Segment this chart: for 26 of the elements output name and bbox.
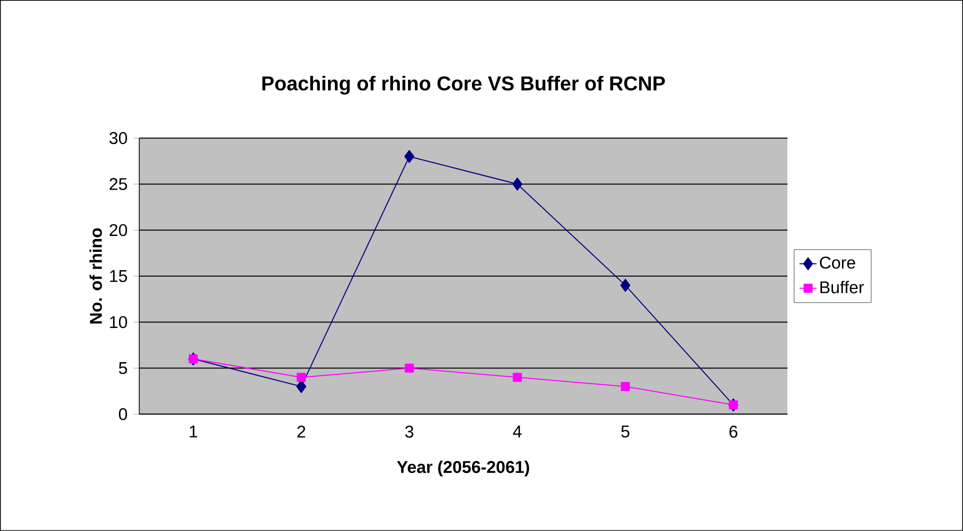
x-tick-label: 2 bbox=[297, 426, 306, 438]
point bbox=[404, 364, 414, 373]
y-tick-label: 30 bbox=[109, 132, 128, 144]
y-axis-title: No. of rhino bbox=[89, 228, 102, 324]
y-tick-label: 10 bbox=[110, 316, 128, 328]
y-tick-label: 0 bbox=[118, 408, 128, 420]
x-tick-label: 6 bbox=[730, 426, 738, 438]
x-tick-label: 3 bbox=[405, 426, 414, 438]
x-tick-label: 5 bbox=[621, 426, 630, 438]
legend-label: Buffer bbox=[820, 280, 864, 294]
x-tick-label: 1 bbox=[190, 426, 198, 438]
point bbox=[620, 278, 630, 292]
x-tick-label: 4 bbox=[513, 426, 522, 438]
chart-title: Poaching of rhino Core VS Buffer of RCNP bbox=[262, 76, 665, 95]
x-axis-title: Year (2056-2061) bbox=[396, 460, 530, 476]
point bbox=[620, 382, 630, 392]
y-tick-label: 25 bbox=[110, 178, 127, 190]
y-tick-label: 15 bbox=[110, 270, 127, 282]
legend-label: Core bbox=[820, 256, 856, 269]
y-tick-label: 5 bbox=[118, 362, 128, 374]
point bbox=[512, 372, 522, 382]
point bbox=[512, 178, 522, 191]
point bbox=[296, 372, 306, 382]
y-tick-label: 20 bbox=[110, 224, 128, 236]
point bbox=[296, 380, 306, 394]
point bbox=[404, 150, 414, 164]
